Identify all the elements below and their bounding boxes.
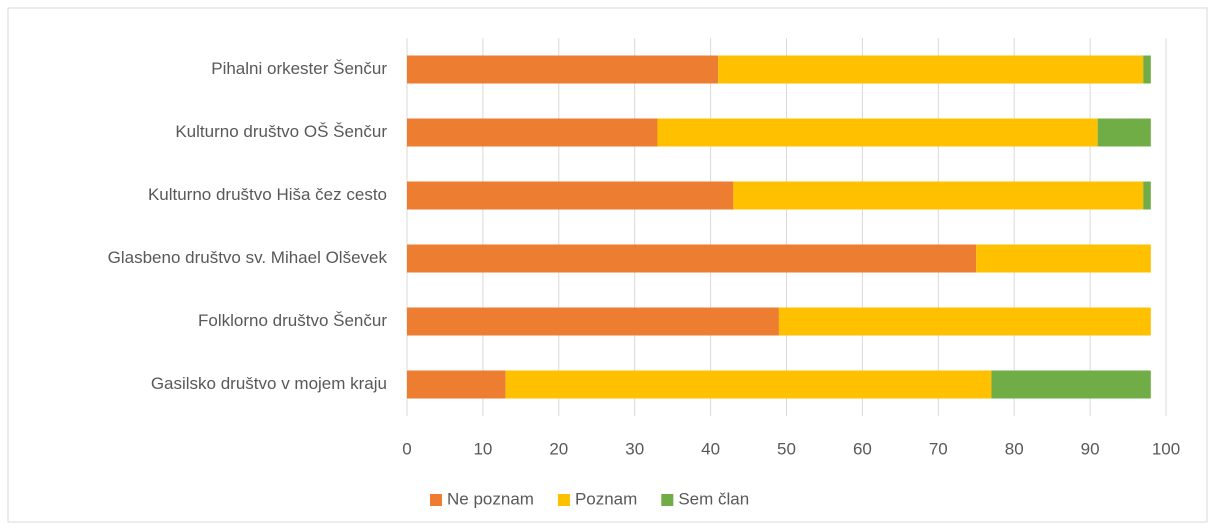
bar-segment: [991, 370, 1151, 399]
bar-segment: [976, 244, 1151, 273]
legend-label: Ne poznam: [447, 489, 534, 508]
y-tick-label: Glasbeno društvo sv. Mihael Olševek: [108, 248, 388, 267]
x-tick-label: 80: [1005, 439, 1024, 458]
bar-segment: [733, 181, 1144, 210]
y-tick-label: Kulturno društvo Hiša čez cesto: [148, 185, 387, 204]
bar-segment: [1097, 118, 1151, 147]
x-tick-label: 60: [853, 439, 872, 458]
bar-segment: [1143, 181, 1151, 210]
legend-label: Sem član: [678, 489, 749, 508]
x-tick-label: 10: [473, 439, 492, 458]
legend-swatch: [430, 494, 442, 506]
x-tick-label: 70: [929, 439, 948, 458]
bar-segment: [505, 370, 992, 399]
x-tick-label: 40: [701, 439, 720, 458]
legend-swatch: [557, 494, 570, 506]
y-tick-label: Folklorno društvo Šenčur: [198, 311, 387, 330]
bar-segment: [718, 55, 1144, 84]
x-tick-label: 20: [549, 439, 568, 458]
bar-segment: [407, 118, 658, 147]
x-tick-label: 30: [625, 439, 644, 458]
y-tick-label: Gasilsko društvo v mojem kraju: [151, 374, 387, 393]
bar-segment: [407, 244, 977, 273]
bar-segment: [778, 307, 1151, 336]
x-tick-label: 0: [402, 439, 411, 458]
bar-segment: [407, 307, 779, 336]
y-tick-label: Pihalni orkester Šenčur: [211, 59, 387, 78]
legend-swatch: [661, 494, 674, 506]
bar-segment: [407, 370, 506, 399]
bar-segment: [407, 181, 734, 210]
x-tick-label: 90: [1081, 439, 1100, 458]
x-tick-label: 50: [777, 439, 796, 458]
bar-segment: [657, 118, 1098, 147]
bar-segment: [407, 55, 719, 84]
x-tick-label: 100: [1152, 439, 1180, 458]
bar-segment: [1143, 55, 1151, 84]
y-tick-label: Kulturno društvo OŠ Šenčur: [175, 122, 387, 141]
legend-label: Poznam: [575, 489, 637, 508]
